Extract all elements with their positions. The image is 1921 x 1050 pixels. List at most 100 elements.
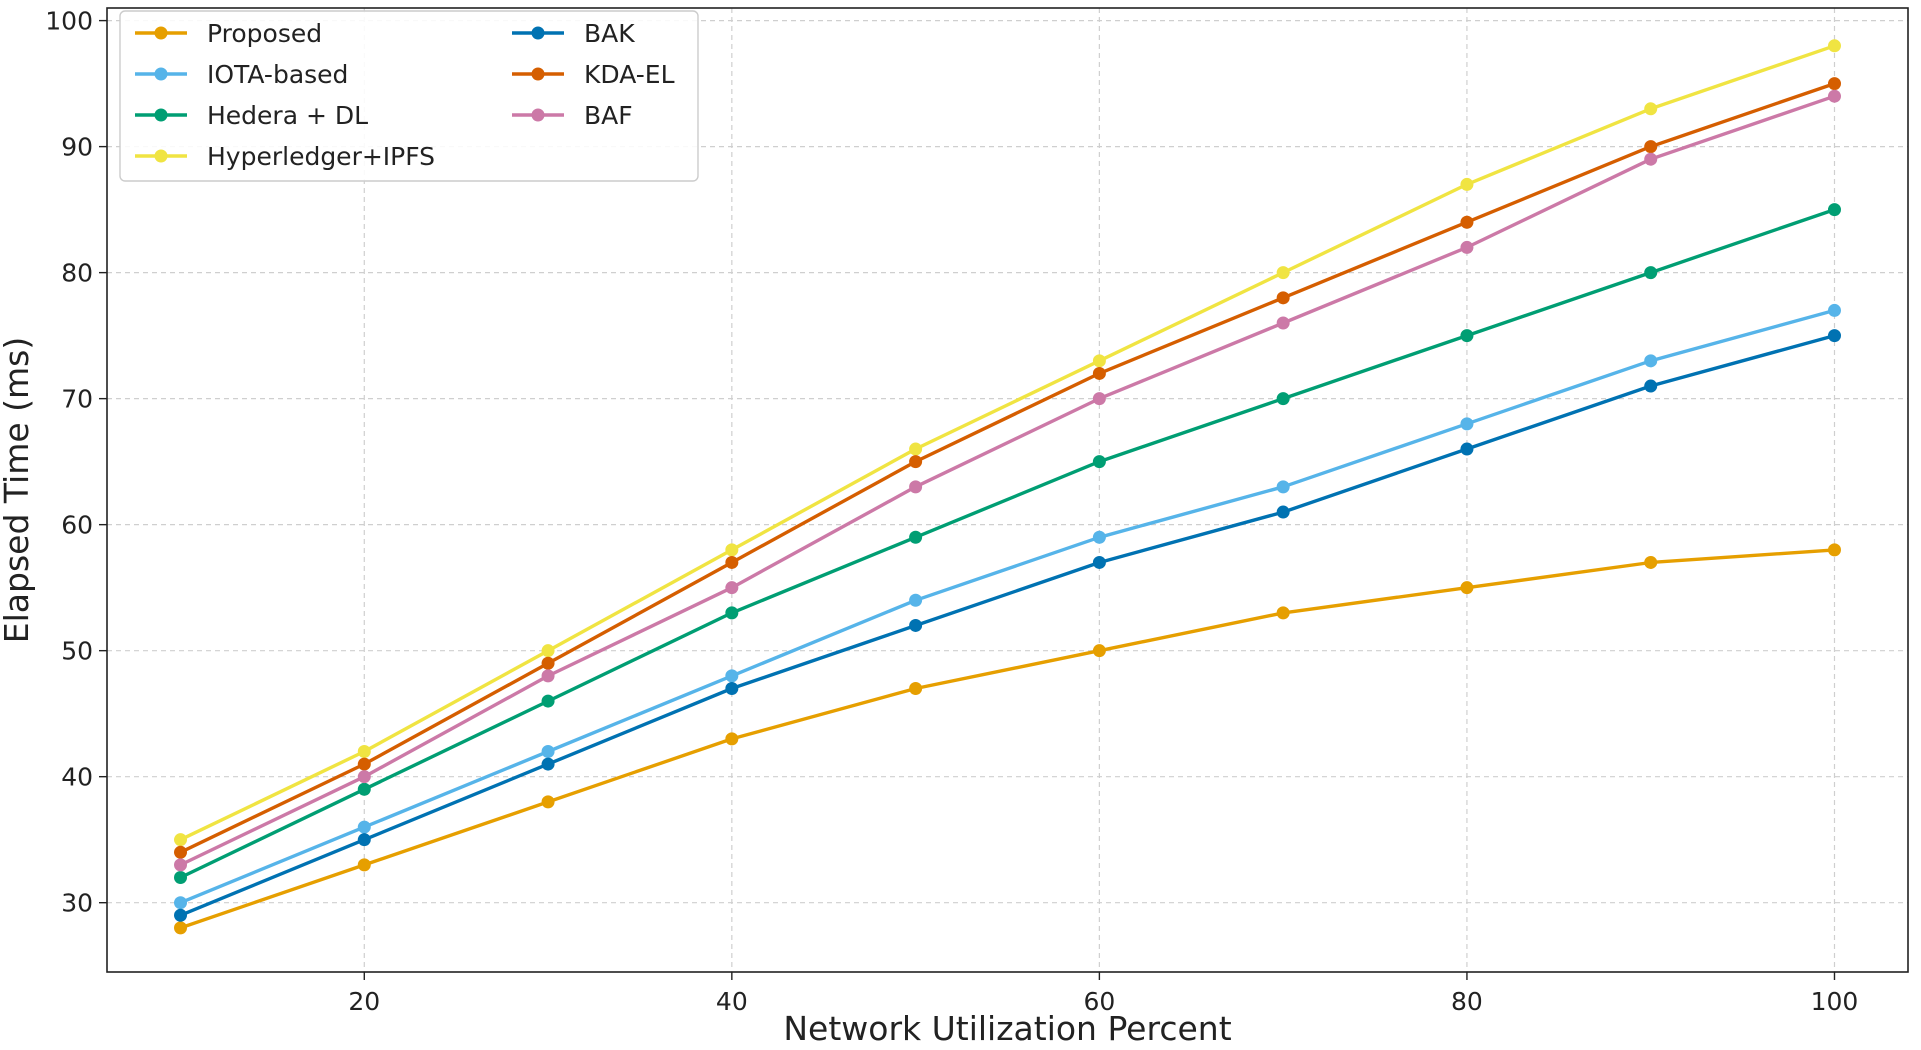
legend-item: Proposed xyxy=(135,19,322,48)
series-iota-based xyxy=(174,303,1841,910)
legend-marker xyxy=(154,149,168,163)
data-point xyxy=(1644,266,1658,280)
data-point xyxy=(909,442,923,456)
data-point xyxy=(1644,555,1658,569)
data-point xyxy=(725,581,739,595)
data-point xyxy=(909,530,923,544)
data-point xyxy=(1827,303,1841,317)
legend-label: Hyperledger+IPFS xyxy=(207,142,435,171)
data-point xyxy=(541,669,555,683)
data-point xyxy=(1092,644,1106,658)
series-hedera-dl xyxy=(174,203,1841,884)
legend-item: KDA-EL xyxy=(512,60,675,89)
plot-frame xyxy=(106,7,1909,973)
data-point xyxy=(1092,354,1106,368)
legend-label: KDA-EL xyxy=(584,60,675,89)
series-line xyxy=(178,81,1837,854)
data-point xyxy=(174,908,188,922)
data-point xyxy=(909,618,923,632)
y-tick-label: 80 xyxy=(61,259,93,288)
series-line xyxy=(178,44,1837,842)
data-point xyxy=(1460,329,1474,343)
data-point xyxy=(541,795,555,809)
data-point xyxy=(1460,417,1474,431)
legend-box xyxy=(119,10,699,182)
data-point xyxy=(725,732,739,746)
legend-marker xyxy=(531,108,545,122)
x-tick-label: 80 xyxy=(1451,987,1483,1016)
data-point xyxy=(1092,392,1106,406)
y-tick-label: 100 xyxy=(45,7,93,36)
legend-label: Proposed xyxy=(207,19,322,48)
grid xyxy=(107,8,1908,972)
data-point xyxy=(357,833,371,847)
data-point xyxy=(1827,329,1841,343)
data-point xyxy=(1092,455,1106,469)
y-tick-label: 30 xyxy=(61,889,93,918)
series-proposed xyxy=(174,543,1841,935)
data-point xyxy=(725,669,739,683)
data-point xyxy=(357,744,371,758)
data-point xyxy=(174,845,188,859)
series-bak xyxy=(174,329,1841,922)
series-line xyxy=(178,548,1837,930)
data-point xyxy=(357,820,371,834)
data-point xyxy=(1827,89,1841,103)
data-point xyxy=(909,593,923,607)
data-point xyxy=(1092,530,1106,544)
legend-marker xyxy=(154,108,168,122)
data-point xyxy=(1460,177,1474,191)
legend-marker xyxy=(531,26,545,40)
data-point xyxy=(725,606,739,620)
data-point xyxy=(1827,39,1841,53)
y-tick-label: 50 xyxy=(61,637,93,666)
legend-marker xyxy=(154,67,168,81)
data-point xyxy=(1092,555,1106,569)
data-point xyxy=(1092,366,1106,380)
y-tick-label: 90 xyxy=(61,133,93,162)
y-tick-label: 70 xyxy=(61,385,93,414)
legend-marker xyxy=(154,26,168,40)
legend-label: BAK xyxy=(584,19,635,48)
series-hyperledger-ipfs xyxy=(174,39,1841,847)
series-group xyxy=(174,39,1841,935)
legend-item: BAF xyxy=(512,101,633,130)
data-point xyxy=(174,921,188,935)
data-point xyxy=(909,455,923,469)
data-point xyxy=(357,757,371,771)
data-point xyxy=(909,681,923,695)
data-point xyxy=(1644,102,1658,116)
data-point xyxy=(1827,203,1841,217)
data-point xyxy=(1644,379,1658,393)
data-point xyxy=(1460,581,1474,595)
legend-item: Hyperledger+IPFS xyxy=(135,142,435,171)
data-point xyxy=(1827,77,1841,91)
series-line xyxy=(178,333,1837,917)
data-point xyxy=(1460,215,1474,229)
data-point xyxy=(1460,240,1474,254)
axes: 20 40 60 80 100 30 40 50 60 70 80 90 100 xyxy=(45,7,1909,1016)
data-point xyxy=(725,681,739,695)
legend-item: BAK xyxy=(512,19,635,48)
data-point xyxy=(1276,266,1290,280)
series-line xyxy=(178,94,1837,867)
legend-label: BAF xyxy=(584,101,633,130)
data-point xyxy=(541,757,555,771)
data-point xyxy=(1644,140,1658,154)
data-point xyxy=(1276,316,1290,330)
series-kda-el xyxy=(174,77,1841,859)
y-axis-label: Elapsed Time (ms) xyxy=(0,337,36,643)
legend-item: IOTA-based xyxy=(135,60,348,89)
data-point xyxy=(1644,152,1658,166)
legend: Proposed IOTA-based Hedera + DL Hyperledger… xyxy=(119,10,699,182)
series-line xyxy=(178,207,1837,880)
data-point xyxy=(1276,480,1290,494)
x-tick-label: 20 xyxy=(348,987,380,1016)
data-point xyxy=(174,833,188,847)
data-point xyxy=(1276,392,1290,406)
data-point xyxy=(1276,291,1290,305)
legend-label: Hedera + DL xyxy=(207,101,368,130)
data-point xyxy=(174,896,188,910)
